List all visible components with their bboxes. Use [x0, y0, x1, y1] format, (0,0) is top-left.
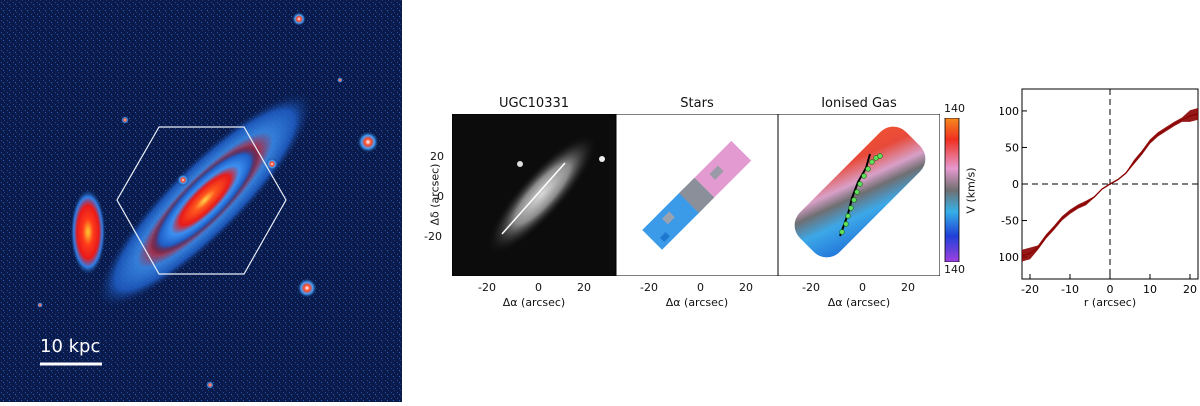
kinematic-points	[839, 153, 883, 235]
stellar-velocity-map	[616, 114, 778, 276]
colorbar-bottom-label: 140	[944, 263, 965, 276]
x-tick-label: 10	[1143, 283, 1157, 296]
x-tick-label: -10	[1061, 283, 1079, 296]
y-tick-label: 50	[1005, 141, 1019, 154]
map-xtick: 0	[535, 281, 542, 294]
panel-title-optical: UGC10331	[498, 96, 570, 111]
map-ytick: 0	[437, 190, 444, 203]
foreground-star	[37, 302, 43, 308]
gas-velocity-map	[778, 114, 940, 276]
velocity-colorbar	[944, 118, 960, 262]
map-xtick: 0	[859, 281, 866, 294]
stars-xlabel: Δα (arcsec)	[665, 296, 729, 309]
y-tick-label: -100	[1000, 251, 1019, 264]
foreground-star	[357, 131, 379, 153]
companion-galaxy	[70, 188, 106, 276]
gas-xlabel: Δα (arcsec)	[827, 296, 891, 309]
optical-map	[452, 114, 616, 276]
map-ytick: -20	[424, 230, 442, 243]
foreground-star	[599, 156, 605, 162]
map-ytick: 20	[430, 150, 444, 163]
gas-velocity-field	[794, 126, 926, 258]
x-tick-label: -20	[1021, 283, 1039, 296]
panel-title-stars: Stars	[680, 96, 714, 111]
x-tick-label: 20	[1183, 283, 1197, 296]
slit-line	[501, 162, 566, 235]
galaxy-image	[487, 134, 597, 254]
map-xtick: 20	[577, 281, 591, 294]
y-tick-label: -50	[1001, 215, 1019, 228]
velocity-region-center	[679, 177, 715, 213]
survey-image-panel: 10 kpc	[0, 0, 402, 402]
foreground-star	[292, 12, 306, 26]
target-galaxy-core	[149, 144, 261, 256]
foreground-star	[266, 158, 278, 170]
map-xtick: -20	[802, 281, 820, 294]
foreground-star	[177, 174, 189, 186]
foreground-star	[517, 161, 523, 167]
colorbar-label: V (km/s)	[964, 167, 978, 214]
foreground-star	[337, 77, 343, 83]
scale-bar-label: 10 kpc	[40, 336, 101, 357]
y-tick-label: 100	[1000, 105, 1019, 118]
colorbar-top-label: 140	[944, 102, 965, 115]
map-xtick: -20	[640, 281, 658, 294]
y-tick-label: 0	[1012, 178, 1019, 191]
foreground-star	[206, 381, 214, 389]
panel-title-gas: Ionised Gas	[821, 96, 897, 111]
ifu-footprint-hexagon	[116, 126, 287, 275]
map-xtick: 20	[739, 281, 753, 294]
velocity-region-positive	[694, 140, 752, 198]
map-xtick: 0	[697, 281, 704, 294]
foreground-star	[121, 116, 129, 124]
optical-xlabel: Δα (arcsec)	[502, 296, 566, 309]
x-tick-label: 0	[1107, 283, 1114, 296]
foreground-star	[297, 278, 317, 298]
rotation-curve-line	[1021, 113, 1199, 257]
survey-image	[0, 0, 402, 402]
map-xtick: -20	[478, 281, 496, 294]
rotation-curve-xlabel: r (arcsec)	[1083, 296, 1137, 309]
map-xtick: 20	[901, 281, 915, 294]
